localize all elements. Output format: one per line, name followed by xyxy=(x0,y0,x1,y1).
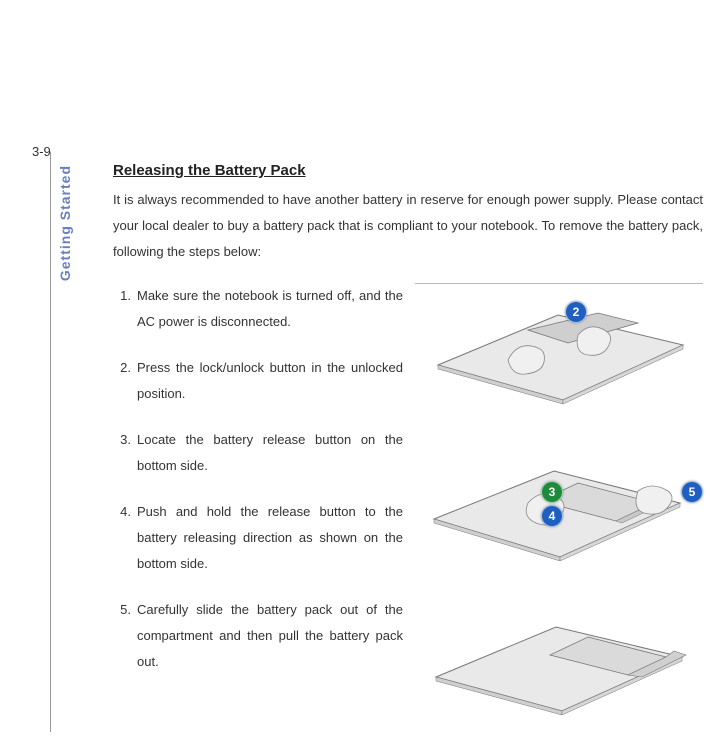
callout-2: 2 xyxy=(565,301,587,323)
step-number: 3. xyxy=(113,427,137,479)
step-3: 3. Locate the battery release button on … xyxy=(113,427,403,479)
step-1: 1. Make sure the notebook is turned off,… xyxy=(113,283,403,335)
step-text: Push and hold the release button to the … xyxy=(137,499,403,577)
figures-column: 2 3 4 5 xyxy=(423,291,703,738)
step-2: 2. Press the lock/unlock button in the u… xyxy=(113,355,403,407)
laptop-illustration xyxy=(428,305,688,405)
step-number: 4. xyxy=(113,499,137,577)
callout-5: 5 xyxy=(681,481,703,503)
callout-3: 3 xyxy=(541,481,563,503)
figure-3 xyxy=(423,603,693,731)
page-number: 3-9 xyxy=(32,144,51,159)
page: 3-9 Getting Started Releasing the Batter… xyxy=(0,0,710,738)
body-area: 1. Make sure the notebook is turned off,… xyxy=(113,283,703,675)
content-area: Releasing the Battery Pack It is always … xyxy=(113,162,703,695)
step-number: 5. xyxy=(113,597,137,675)
margin-rule xyxy=(50,152,51,732)
figure-rule-top xyxy=(415,283,703,284)
section-tab: Getting Started xyxy=(57,165,73,281)
step-5: 5. Carefully slide the battery pack out … xyxy=(113,597,403,675)
step-text: Locate the battery release button on the… xyxy=(137,427,403,479)
page-title: Releasing the Battery Pack xyxy=(113,162,703,179)
step-text: Make sure the notebook is turned off, an… xyxy=(137,283,403,335)
step-number: 1. xyxy=(113,283,137,335)
steps-list: 1. Make sure the notebook is turned off,… xyxy=(113,283,403,675)
intro-paragraph: It is always recommended to have another… xyxy=(113,187,703,265)
callout-4: 4 xyxy=(541,505,563,527)
laptop-illustration xyxy=(428,617,688,717)
step-text: Carefully slide the battery pack out of … xyxy=(137,597,403,675)
figure-1: 2 xyxy=(423,291,693,419)
step-text: Press the lock/unlock button in the unlo… xyxy=(137,355,403,407)
step-number: 2. xyxy=(113,355,137,407)
step-4: 4. Push and hold the release button to t… xyxy=(113,499,403,577)
figure-2: 3 4 5 xyxy=(423,447,693,575)
